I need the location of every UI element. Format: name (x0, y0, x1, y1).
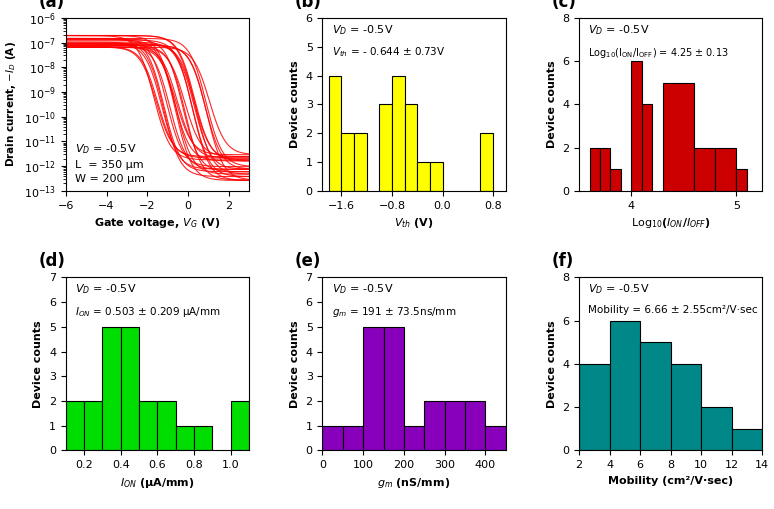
Bar (732, 429, 762, 450)
Bar (663, 82, 694, 191)
Text: $V_D$ = -0.5V: $V_D$ = -0.5V (588, 23, 649, 37)
X-axis label: $V_{th}$ (V): $V_{th}$ (V) (394, 216, 434, 230)
Bar (610, 321, 640, 450)
Bar (343, 426, 363, 450)
Text: $g_m$ = 191 ± 73.5ns/mm: $g_m$ = 191 ± 73.5ns/mm (331, 305, 456, 319)
Text: Mobility = 6.66 ± 2.55cm²/V·sec: Mobility = 6.66 ± 2.55cm²/V·sec (588, 305, 758, 315)
Bar (363, 327, 384, 450)
Bar (642, 104, 652, 191)
Bar (121, 327, 139, 450)
Y-axis label: Device counts: Device counts (290, 320, 300, 408)
Bar (632, 61, 642, 191)
Bar (392, 75, 405, 191)
Bar (354, 133, 367, 191)
Bar (424, 401, 444, 450)
Text: (c): (c) (552, 0, 577, 11)
Bar (379, 104, 392, 191)
Bar (736, 169, 747, 191)
Bar (84, 401, 102, 450)
Bar (600, 148, 611, 191)
Bar (430, 162, 443, 191)
Bar (590, 148, 600, 191)
Bar (579, 364, 610, 450)
Bar (640, 343, 671, 450)
Bar (671, 364, 701, 450)
Bar (465, 401, 485, 450)
Bar (194, 426, 212, 450)
X-axis label: $\mathrm{Log_{10}}$($I_{ON}$/$I_{OFF}$): $\mathrm{Log_{10}}$($I_{ON}$/$I_{OFF}$) (631, 216, 711, 230)
Text: $V_{th}$ = - 0.644 ± 0.73V: $V_{th}$ = - 0.644 ± 0.73V (331, 45, 445, 60)
Bar (405, 104, 417, 191)
X-axis label: Mobility (cm²/V·sec): Mobility (cm²/V·sec) (608, 476, 733, 486)
Text: (d): (d) (38, 252, 65, 270)
Text: (a): (a) (38, 0, 64, 11)
Bar (139, 401, 157, 450)
Bar (384, 327, 404, 450)
Bar (231, 401, 249, 450)
Bar (611, 169, 621, 191)
Bar (694, 148, 715, 191)
Bar (404, 426, 424, 450)
Text: $V_D$ = -0.5V
L  = 350 μm
W = 200 μm: $V_D$ = -0.5V L = 350 μm W = 200 μm (75, 143, 145, 184)
X-axis label: $g_m$ (nS/mm): $g_m$ (nS/mm) (378, 476, 450, 490)
Bar (417, 162, 430, 191)
Bar (176, 426, 194, 450)
X-axis label: Gate voltage, $V_G$ (V): Gate voltage, $V_G$ (V) (94, 216, 221, 230)
Text: $\mathrm{Log_{10}(I_{ON}/I_{OFF})}$ = 4.25 ± 0.13: $\mathrm{Log_{10}(I_{ON}/I_{OFF})}$ = 4.… (588, 45, 729, 60)
Text: (e): (e) (295, 252, 321, 270)
Bar (481, 133, 493, 191)
Bar (323, 426, 343, 450)
Bar (485, 426, 505, 450)
Y-axis label: Device counts: Device counts (33, 320, 43, 408)
X-axis label: $I_{ON}$ (μA/mm): $I_{ON}$ (μA/mm) (120, 476, 195, 490)
Bar (715, 148, 736, 191)
Y-axis label: Device counts: Device counts (546, 61, 557, 148)
Bar (157, 401, 176, 450)
Bar (329, 75, 341, 191)
Bar (102, 327, 121, 450)
Text: $V_D$ = -0.5V: $V_D$ = -0.5V (331, 23, 393, 37)
Text: $V_D$ = -0.5V: $V_D$ = -0.5V (75, 282, 136, 296)
Text: (f): (f) (552, 252, 574, 270)
Bar (341, 133, 354, 191)
Bar (701, 407, 732, 450)
Text: $V_D$ = -0.5V: $V_D$ = -0.5V (331, 282, 393, 296)
Bar (444, 401, 465, 450)
Text: $I_{ON}$ = 0.503 ± 0.209 μA/mm: $I_{ON}$ = 0.503 ± 0.209 μA/mm (75, 305, 221, 319)
Y-axis label: Device counts: Device counts (290, 61, 300, 148)
Text: (b): (b) (295, 0, 322, 11)
Text: $V_D$ = -0.5V: $V_D$ = -0.5V (588, 282, 649, 296)
Y-axis label: Drain current, $-I_D$ (A): Drain current, $-I_D$ (A) (5, 41, 19, 167)
Y-axis label: Device counts: Device counts (546, 320, 557, 408)
Bar (66, 401, 84, 450)
